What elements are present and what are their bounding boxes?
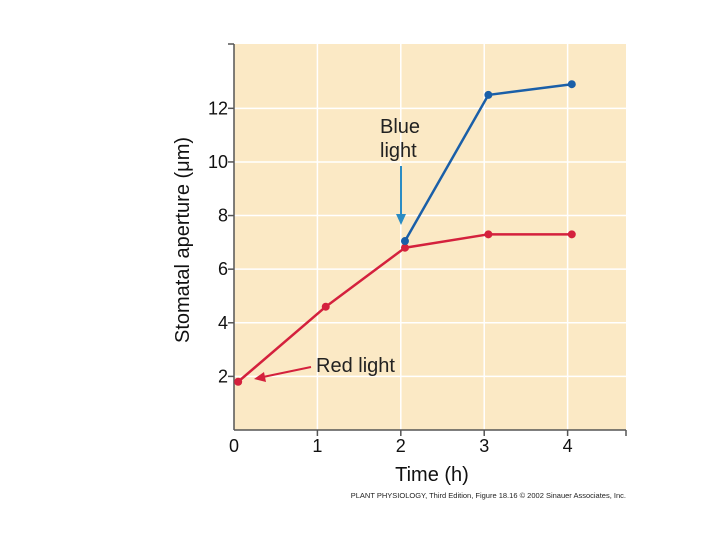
axes [228,43,627,436]
data-point-red-light [321,302,330,311]
grid [234,44,626,430]
y-tick-label: 10 [208,152,228,172]
figure-caption: PLANT PHYSIOLOGY, Third Edition, Figure … [351,491,626,500]
data-point-red-light [484,230,493,239]
blue-light-label-line2: light [380,140,417,162]
blue-arrow-head [396,214,406,225]
data-point-red-light [400,243,409,252]
red-light-label: Red light [316,355,395,377]
x-tick-label: 2 [396,436,406,456]
data-point-red-light [567,230,576,239]
y-tick-label: 6 [218,259,228,279]
y-axis-title: Stomatal aperture (μm) [172,137,194,343]
red-light-annotation: Red light [254,355,395,382]
red-arrow-head [254,372,266,382]
series [234,80,576,386]
x-tick-label: 4 [563,436,573,456]
y-tick-label: 12 [208,98,228,118]
y-tick-label: 2 [218,366,228,386]
x-axis-title: Time (h) [395,464,469,486]
data-point-blue-light [567,80,576,89]
y-tick-label: 8 [218,206,228,226]
data-point-red-light [234,377,243,386]
data-point-blue-light [484,90,493,99]
blue-light-annotation: Blue light [380,116,420,225]
red-arrow-shaft [262,366,312,378]
x-tick-label: 1 [312,436,322,456]
x-tick-label: 3 [479,436,489,456]
y-tick-label: 4 [218,313,228,333]
blue-light-label-line1: Blue [380,116,420,138]
data-point-blue-light [400,237,409,246]
x-tick-label: 0 [229,436,239,456]
